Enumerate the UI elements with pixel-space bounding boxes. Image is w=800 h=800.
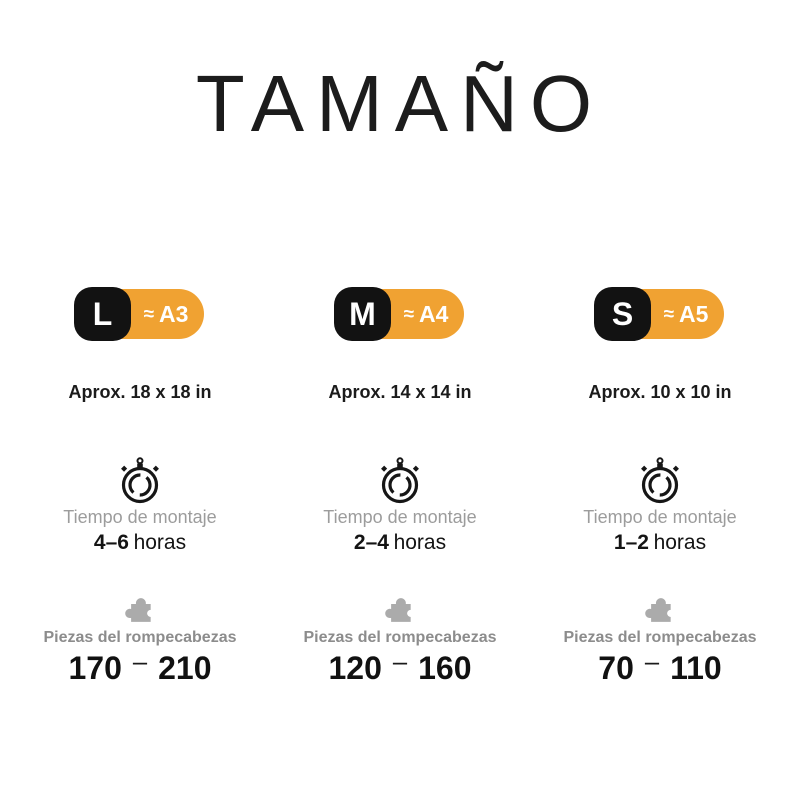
hours-unit: horas (653, 531, 707, 554)
approx-symbol: ≈ (663, 304, 675, 325)
hours-unit: horas (393, 531, 447, 554)
size-badge: S ≈ A5 (594, 287, 724, 341)
page-title: TAMAÑO (195, 59, 605, 148)
assembly-time-label: Tiempo de montaje (63, 507, 217, 527)
size-column-small: S ≈ A5 Aprox. 10 x 10 in Tiempo de monta… (530, 287, 790, 688)
assembly-time-label: Tiempo de montaje (583, 507, 737, 527)
approx-symbol: ≈ (143, 304, 155, 325)
dimensions-text: Aprox. 14 x 14 in (328, 382, 472, 402)
assembly-hours: 1–2 horas (614, 531, 706, 555)
range-dash: – (392, 648, 408, 677)
assembly-time-label: Tiempo de montaje (323, 507, 477, 527)
stopwatch-icon (641, 457, 679, 504)
pieces-label: Piezas del rompecabezas (303, 629, 497, 646)
paper-size-label: ≈ A3 (144, 301, 189, 328)
paper-size-value: A3 (159, 300, 189, 327)
pieces-range: 120 – 160 (328, 648, 472, 688)
pieces-label: Piezas del rompecabezas (563, 629, 757, 646)
pieces-min: 70 (598, 650, 634, 686)
puzzle-piece-icon (385, 598, 411, 622)
assembly-hours: 2–4 horas (354, 531, 446, 555)
puzzle-piece-icon (125, 598, 151, 622)
pieces-label: Piezas del rompecabezas (43, 629, 237, 646)
paper-size-label: ≈ A4 (404, 301, 449, 328)
size-badge: M ≈ A4 (334, 287, 464, 341)
hours-range: 1–2 (613, 531, 649, 554)
size-infographic-page: TAMAÑO L ≈ A3 Aprox. 18 x 18 in Tiempo d… (0, 58, 800, 800)
hours-unit: horas (133, 531, 187, 554)
size-letter-badge: S (594, 287, 651, 341)
pieces-min: 120 (328, 650, 382, 686)
stopwatch-icon (121, 457, 159, 504)
size-letter-badge: M (334, 287, 391, 341)
paper-size-label: ≈ A5 (664, 301, 709, 328)
range-dash: – (132, 648, 148, 677)
dimensions-text: Aprox. 18 x 18 in (68, 382, 212, 402)
pieces-max: 160 (418, 650, 472, 686)
range-dash: – (644, 648, 660, 677)
hours-range: 4–6 (93, 531, 129, 554)
dimensions-text: Aprox. 10 x 10 in (588, 382, 732, 402)
size-columns: L ≈ A3 Aprox. 18 x 18 in Tiempo de monta… (0, 287, 800, 688)
pieces-max: 110 (670, 650, 722, 686)
paper-size-value: A4 (419, 300, 449, 327)
size-badge: L ≈ A3 (74, 287, 204, 341)
paper-size-value: A5 (679, 300, 709, 327)
assembly-hours: 4–6 horas (94, 531, 186, 555)
puzzle-piece-icon (645, 598, 671, 622)
pieces-range: 70 – 110 (598, 648, 722, 688)
stopwatch-icon (381, 457, 419, 504)
size-column-large: L ≈ A3 Aprox. 18 x 18 in Tiempo de monta… (10, 287, 270, 688)
pieces-max: 210 (158, 650, 212, 686)
size-letter-badge: L (74, 287, 131, 341)
approx-symbol: ≈ (403, 304, 415, 325)
pieces-min: 170 (68, 650, 122, 686)
pieces-range: 170 – 210 (68, 648, 212, 688)
size-column-medium: M ≈ A4 Aprox. 14 x 14 in Tiempo de monta… (270, 287, 530, 688)
hours-range: 2–4 (353, 531, 389, 554)
